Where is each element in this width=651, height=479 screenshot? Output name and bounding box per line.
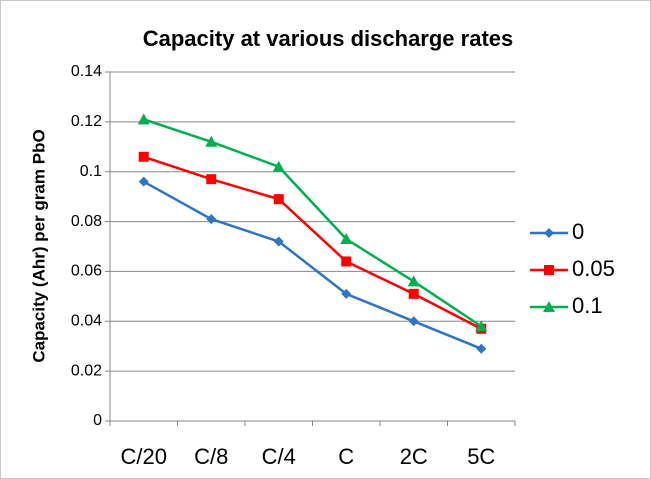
y-tick-label: 0.02: [71, 362, 102, 379]
data-point: [138, 176, 149, 187]
y-tick-label: 0.04: [71, 313, 102, 330]
data-point: [407, 275, 420, 287]
data-point: [206, 214, 217, 225]
y-tick-label: 0.12: [71, 113, 102, 130]
data-point: [273, 236, 284, 247]
series-line: [143, 180, 482, 350]
chart-title: Capacity at various discharge rates: [143, 26, 514, 51]
y-tick-label: 0.1: [80, 163, 102, 180]
data-point: [206, 174, 217, 185]
x-tick-label: C: [338, 444, 354, 469]
data-point: [273, 194, 284, 205]
legend-label: 0.05: [572, 256, 615, 281]
series-line: [143, 155, 482, 330]
x-tick-label: 5C: [467, 444, 495, 469]
y-tick-label: 0.14: [71, 63, 102, 80]
y-tick-label: 0: [93, 412, 102, 429]
x-tick-label: C/4: [262, 444, 296, 469]
data-point: [205, 135, 218, 147]
legend-marker: [544, 265, 554, 275]
data-point: [272, 160, 285, 172]
data-point: [137, 113, 150, 125]
y-tick-label: 0.06: [71, 263, 102, 280]
data-point: [408, 316, 419, 327]
y-axis-label: Capacity (Ahr) per gram PbO: [29, 129, 48, 362]
series-line: [143, 118, 482, 328]
data-point: [476, 343, 487, 354]
data-point: [341, 288, 352, 299]
data-point: [475, 320, 488, 332]
data-point: [408, 288, 419, 299]
x-tick-label: C/8: [194, 444, 228, 469]
legend-marker: [543, 301, 555, 312]
data-point: [340, 233, 353, 245]
y-tick-label: 0.08: [71, 213, 102, 230]
legend-label: 0.1: [572, 293, 603, 318]
x-tick-label: 2C: [400, 444, 428, 469]
x-tick-label: C/20: [121, 444, 167, 469]
legend-label: 0: [572, 219, 584, 244]
data-point: [341, 256, 352, 267]
legend-marker: [544, 228, 554, 238]
data-point: [138, 151, 149, 162]
